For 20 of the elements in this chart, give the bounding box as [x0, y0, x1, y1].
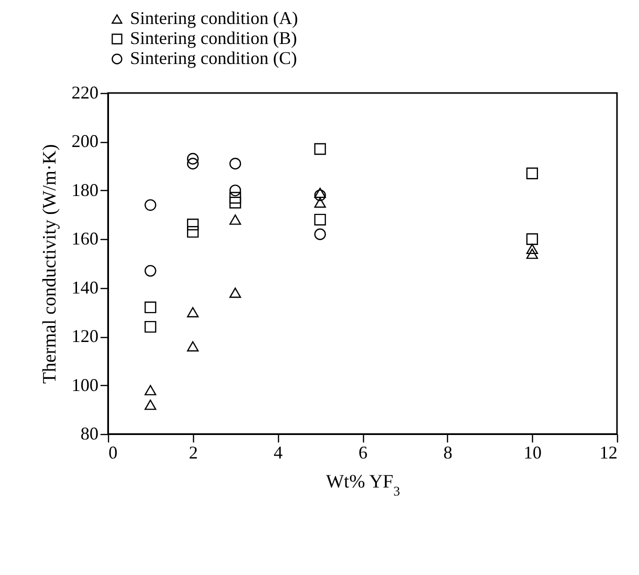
legend-label: Sintering condition (B): [130, 28, 297, 48]
x-tick-label: 8: [443, 442, 452, 462]
y-tick-label: 80: [80, 424, 98, 444]
x-tick-label: 2: [188, 442, 198, 462]
x-tick-label: 0: [108, 442, 118, 462]
y-axis-title: Thermal conductivity (W/m·K): [40, 144, 60, 384]
y-tick-label: 100: [72, 374, 98, 395]
y-tick-label: 200: [72, 131, 98, 152]
x-tick-label: 12: [600, 442, 618, 462]
x-tick-label: 4: [274, 442, 283, 462]
y-tick-label: 120: [72, 326, 98, 346]
x-tick-label: 6: [358, 442, 368, 462]
y-tick-label: 220: [72, 82, 98, 102]
legend-label: Sintering condition (C): [130, 48, 297, 68]
x-axis-title: Wt% YF$_{3}$: [326, 472, 400, 498]
y-tick-label: 140: [72, 277, 98, 298]
x-tick-label: 10: [524, 442, 542, 462]
legend-label: Sintering condition (A): [130, 8, 298, 28]
y-tick-label: 160: [72, 228, 98, 249]
y-tick-label: 180: [72, 180, 98, 200]
